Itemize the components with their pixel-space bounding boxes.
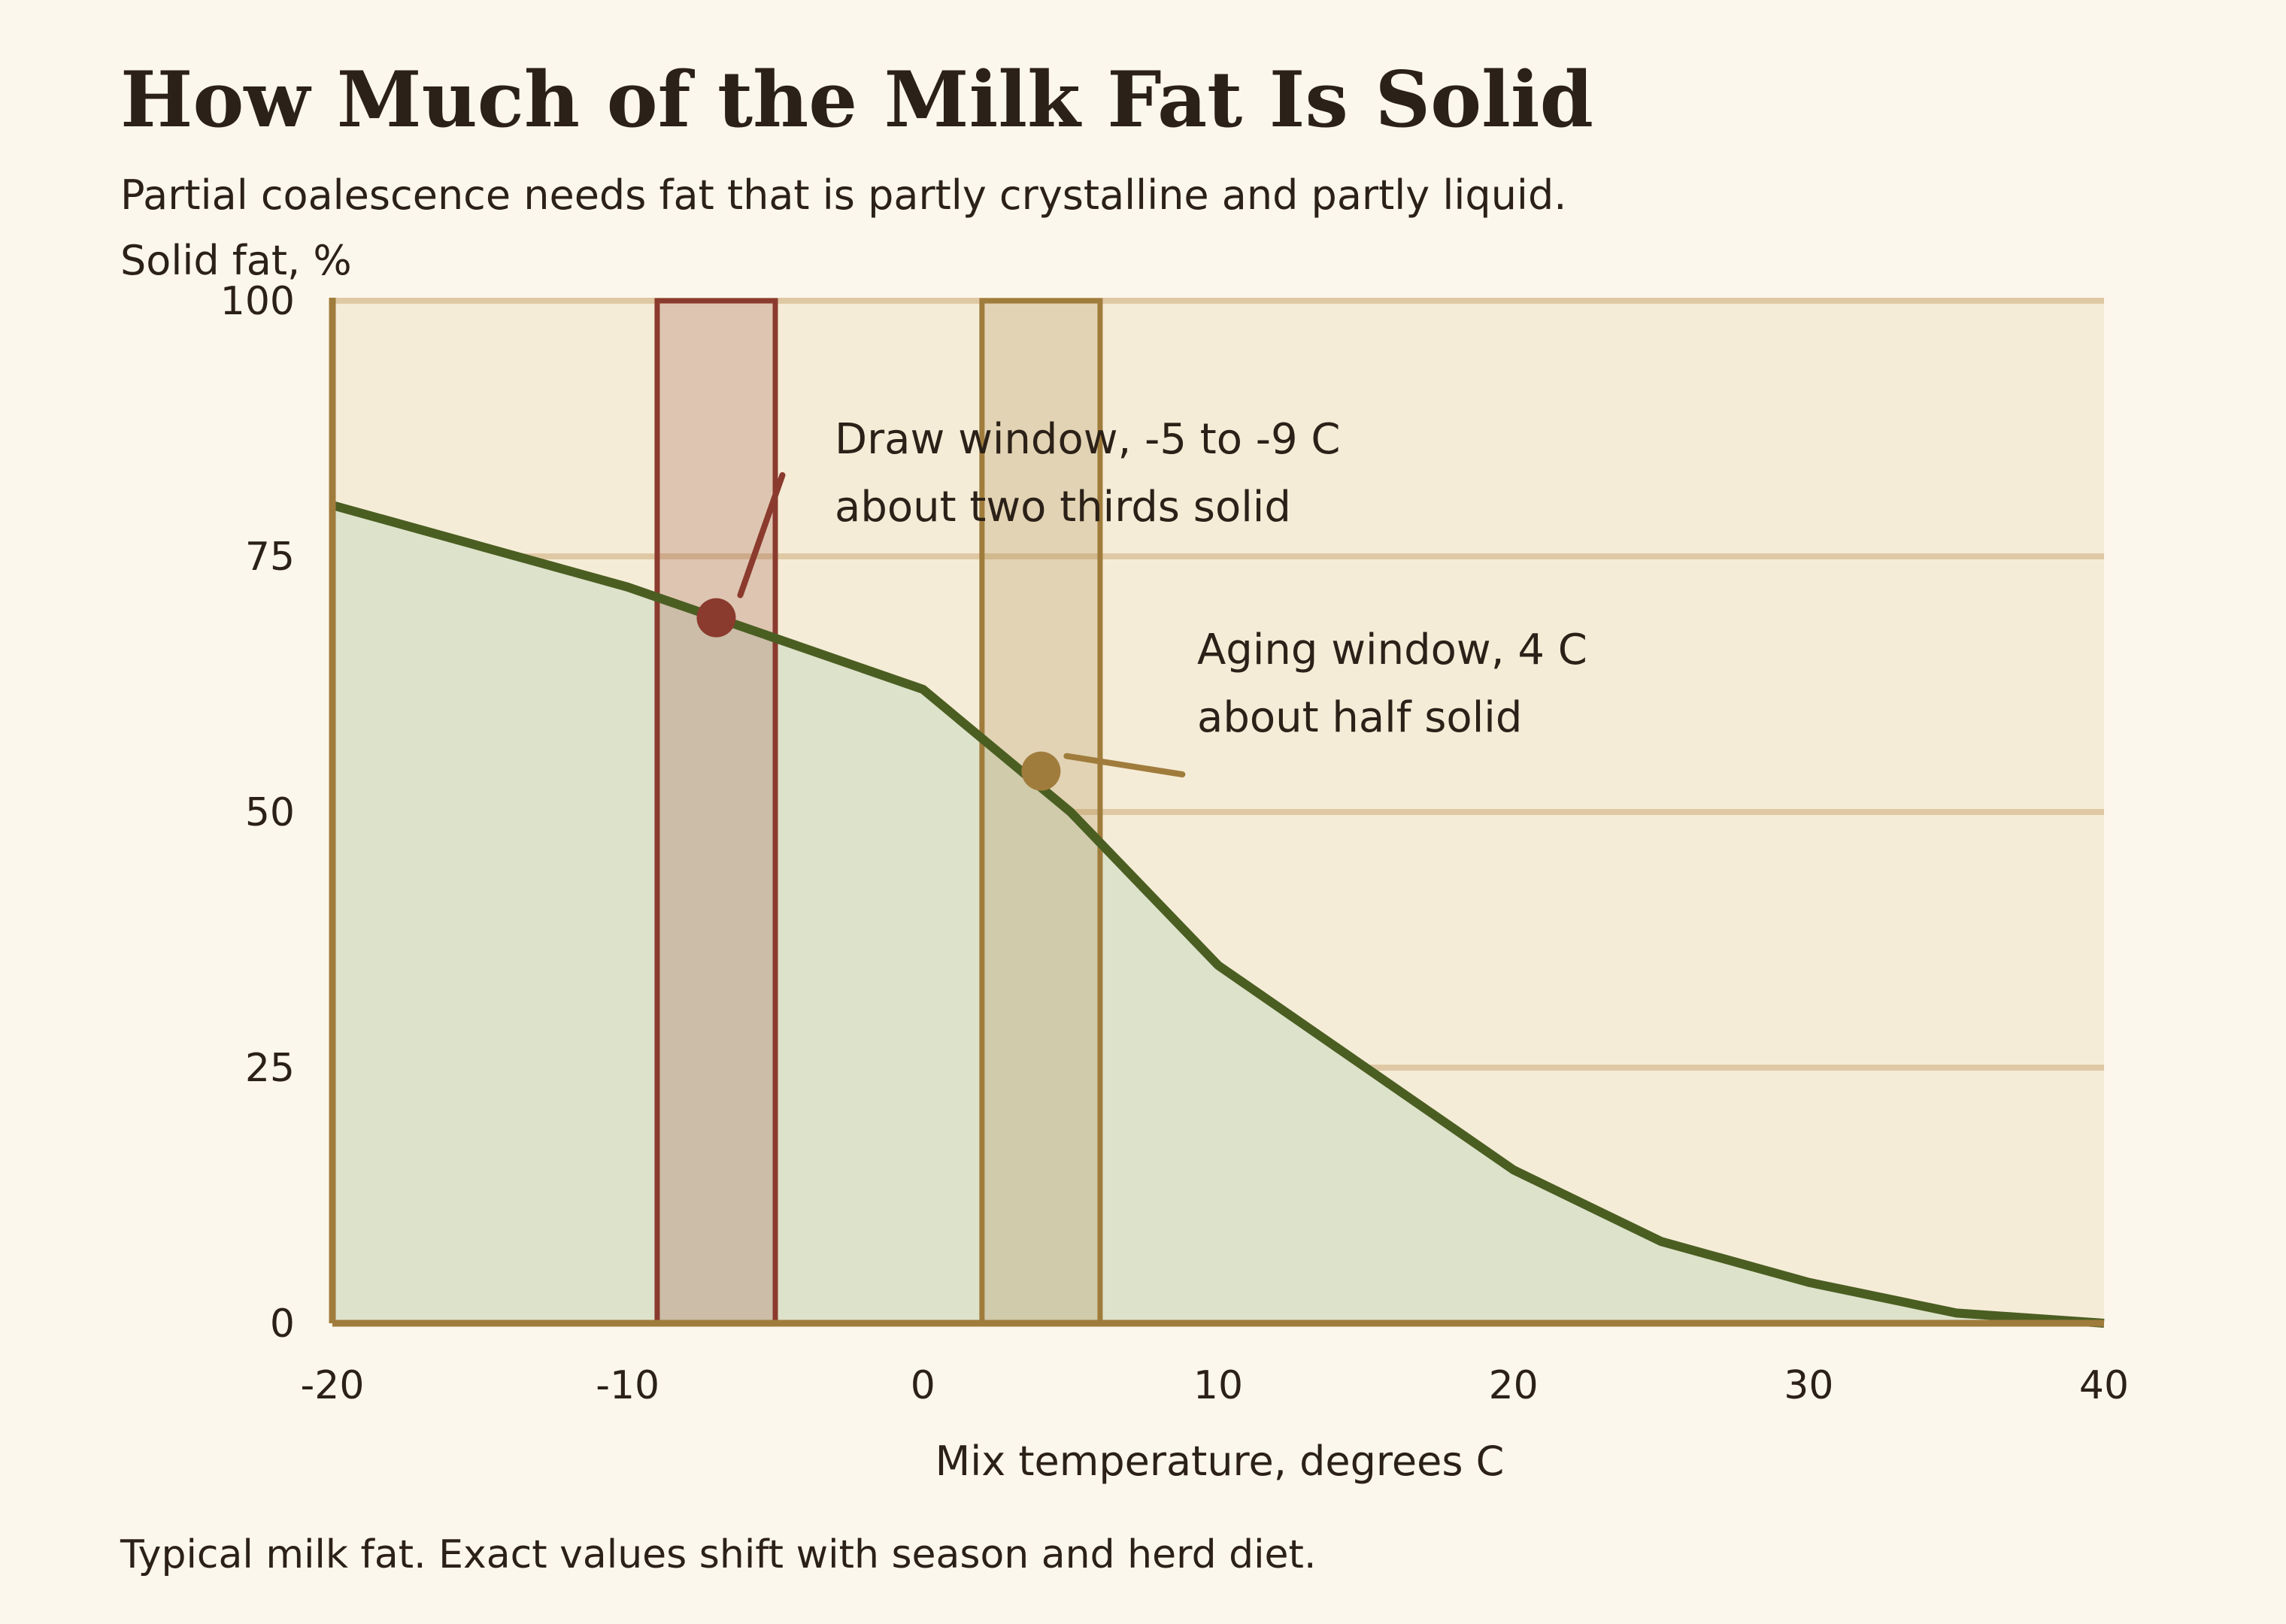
footnote: Typical milk fat. Exact values shift wit… <box>120 1532 1316 1577</box>
annotation-text: about half solid <box>1197 693 1522 742</box>
temperature-window-band <box>654 298 778 1326</box>
y-tick-label: 0 <box>270 1301 295 1347</box>
axes <box>329 298 2104 1327</box>
chart-title: How Much of the Milk Fat Is Solid <box>120 55 1593 145</box>
x-tick-label: -10 <box>596 1363 659 1408</box>
annotation-marker <box>696 598 736 638</box>
y-tick-label: 100 <box>220 279 295 324</box>
temperature-window-band <box>979 298 1103 1326</box>
solid-fat-line <box>331 501 2105 1328</box>
y-tick-labels: 0 25 50 75 100 <box>220 279 295 1347</box>
x-axis-label: Mix temperature, degrees C <box>935 1438 1505 1485</box>
x-tick-label: 0 <box>911 1363 935 1408</box>
x-tick-label: -20 <box>301 1363 365 1408</box>
x-tick-labels: -20 -10 0 10 20 30 40 <box>301 1363 2130 1408</box>
y-axis-label: Solid fat, % <box>120 237 352 284</box>
y-tick-label: 75 <box>245 535 295 580</box>
x-tick-label: 40 <box>2079 1363 2129 1408</box>
annotation-marker <box>1021 751 1061 791</box>
y-tick-label: 25 <box>245 1046 295 1091</box>
annotation-text: Draw window, -5 to -9 C <box>835 415 1341 464</box>
y-tick-label: 50 <box>245 790 295 835</box>
annotation-leader-line <box>1063 753 1186 777</box>
annotation-text: about two thirds solid <box>835 483 1291 532</box>
x-tick-label: 10 <box>1193 1363 1243 1408</box>
x-tick-label: 30 <box>1784 1363 1833 1408</box>
annotation-text: Aging window, 4 C <box>1197 626 1587 674</box>
temperature-windows <box>654 298 1103 1326</box>
annotation-leader-line <box>737 472 786 598</box>
chart-subtitle: Partial coalescence needs fat that is pa… <box>120 171 1566 219</box>
x-tick-label: 20 <box>1489 1363 1539 1408</box>
annotations: Draw window, -5 to -9 C about two thirds … <box>696 415 1587 791</box>
